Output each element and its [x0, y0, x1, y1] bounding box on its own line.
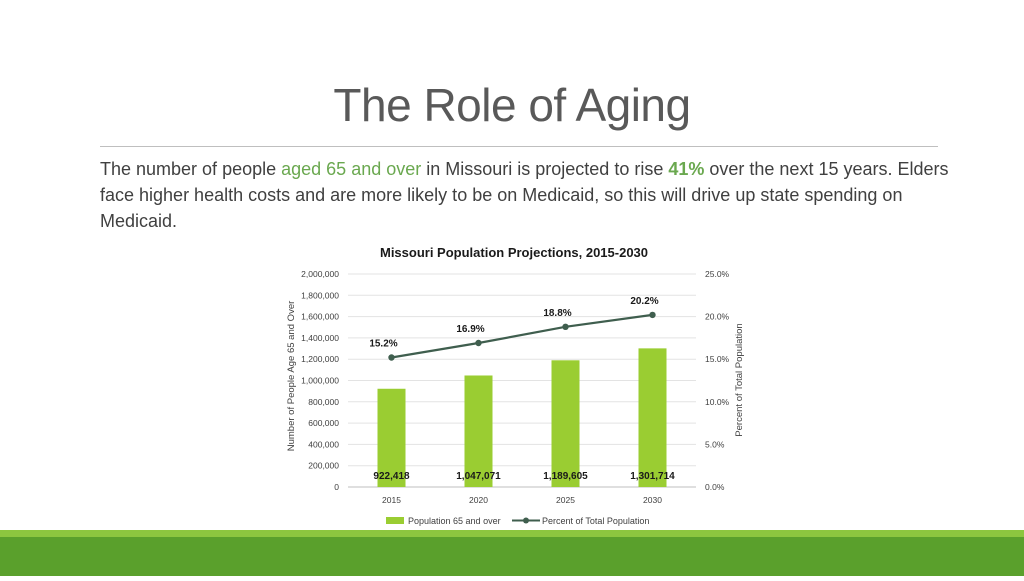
title-divider [100, 146, 938, 147]
line-data-label: 20.2% [630, 296, 658, 307]
percent-line [391, 313, 653, 359]
y-tick-label: 600,000 [308, 418, 339, 428]
footer-stripe-dark [0, 537, 1024, 576]
y-tick-label: 1,200,000 [301, 354, 339, 364]
body-paragraph: The number of people aged 65 and over in… [100, 156, 950, 234]
line-point [388, 354, 395, 361]
y2-tick-label: 15.0% [705, 354, 730, 364]
line-point [475, 339, 482, 347]
y-tick-label: 1,400,000 [301, 333, 339, 343]
x-tick-label: 2030 [643, 495, 662, 505]
y-tick-label: 800,000 [308, 397, 339, 407]
y2-tick-label: 5.0% [705, 439, 725, 449]
footer-stripe-light [0, 530, 1024, 537]
y2-tick-label: 20.0% [705, 312, 730, 322]
line-data-label: 15.2% [369, 338, 397, 349]
y-axis-label: Number of People Age 65 and Over [286, 301, 297, 452]
line-point [562, 323, 569, 331]
data-labels: 922,418 1,047,071 1,189,605 1,301,714 15.2% 1… [369, 296, 675, 482]
legend-label-bar: Population 65 and over [408, 516, 501, 526]
line-data-label: 16.9% [456, 324, 484, 335]
y2-axis-label: Percent of Total Population [734, 323, 745, 436]
body-highlight-percent: 41% [668, 159, 705, 179]
body-text-part3: over the next 15 years. Elders face high… [100, 159, 949, 231]
bar-data-label: 1,301,714 [630, 471, 675, 482]
bar-data-label: 1,047,071 [456, 471, 501, 482]
bar [377, 388, 406, 487]
y2-tick-label: 0.0% [705, 482, 725, 492]
line-point [649, 311, 656, 319]
bar-data-label: 1,189,605 [543, 471, 588, 482]
bar [638, 348, 667, 487]
legend-swatch-bar [386, 517, 404, 524]
chart-title: Missouri Population Projections, 2015-20… [380, 245, 648, 260]
x-tick-label: 2025 [556, 495, 575, 505]
slide-title: The Role of Aging [333, 79, 691, 131]
bar-series [377, 348, 667, 487]
x-tick-label: 2020 [469, 495, 488, 505]
y-tick-label: 200,000 [308, 461, 339, 471]
axes: Missouri Population Projections, 2015-20… [286, 245, 745, 505]
y2-tick-label: 10.0% [705, 397, 730, 407]
y2-tick-label: 25.0% [705, 269, 730, 279]
chart-legend: Population 65 and over Percent of Total … [386, 516, 649, 526]
bar [464, 375, 493, 487]
body-text-part1: The number of people [100, 159, 282, 179]
y-tick-label: 0 [334, 482, 339, 492]
legend-marker-line [523, 517, 529, 524]
y-tick-label: 400,000 [308, 439, 339, 449]
legend-label-line: Percent of Total Population [542, 516, 649, 526]
line-series [388, 311, 656, 361]
bar [551, 360, 580, 487]
y-tick-label: 1,800,000 [301, 290, 339, 300]
y-tick-label: 1,600,000 [301, 312, 339, 322]
y-tick-label: 2,000,000 [301, 269, 339, 279]
body-highlight-age: aged 65 and over [281, 159, 422, 179]
x-tick-label: 2015 [382, 495, 401, 505]
bar-data-label: 922,418 [373, 471, 410, 482]
body-text-part2: in Missouri is projected to rise [421, 159, 669, 179]
line-data-label: 18.8% [543, 308, 571, 319]
grid-lines [348, 273, 696, 488]
y-tick-label: 1,000,000 [301, 376, 339, 386]
